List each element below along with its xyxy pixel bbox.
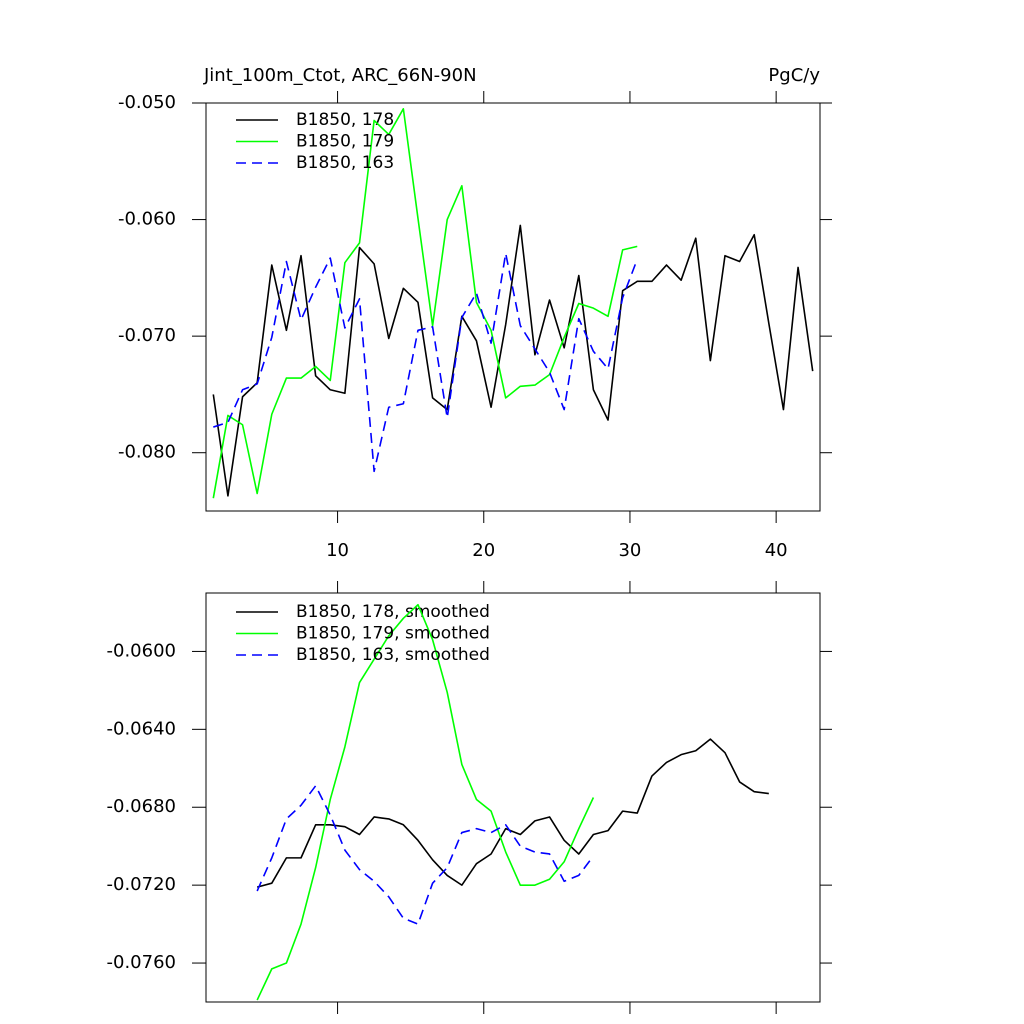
y-tick-label: -0.070 xyxy=(118,325,176,346)
series-line xyxy=(256,785,595,925)
series-line xyxy=(256,738,769,888)
legend-label: B1850, 178, smoothed xyxy=(296,602,490,622)
y-tick-label: -0.0760 xyxy=(107,952,176,973)
y-tick-label: -0.0640 xyxy=(107,718,176,739)
plot-frame xyxy=(205,592,821,1003)
x-tick-label: 10 xyxy=(326,540,349,561)
y-tick-label: -0.060 xyxy=(118,209,176,230)
x-tick-label: 30 xyxy=(618,540,641,561)
y-tick-label: -0.050 xyxy=(118,92,176,113)
series-line xyxy=(212,108,638,499)
y-tick-label: -0.080 xyxy=(118,442,176,463)
series-line xyxy=(212,224,814,497)
legend-label: B1850, 179 xyxy=(296,132,394,152)
y-tick-label: -0.0600 xyxy=(107,640,176,661)
y-tick-label: -0.0720 xyxy=(107,874,176,895)
units-label: PgC/y xyxy=(768,65,820,86)
y-tick-label: -0.0680 xyxy=(107,796,176,817)
legend-label: B1850, 163 xyxy=(296,153,394,173)
plot-frame xyxy=(205,102,821,512)
chart-title: Jint_100m_Ctot, ARC_66N-90N xyxy=(203,65,477,86)
x-tick-label: 40 xyxy=(765,540,788,561)
series-line xyxy=(213,252,639,473)
legend-label: B1850, 179, smoothed xyxy=(296,624,490,644)
legend-label: B1850, 163, smoothed xyxy=(296,645,490,665)
x-tick-label: 20 xyxy=(472,540,495,561)
legend-label: B1850, 178 xyxy=(296,110,394,130)
series-line xyxy=(256,603,595,1001)
